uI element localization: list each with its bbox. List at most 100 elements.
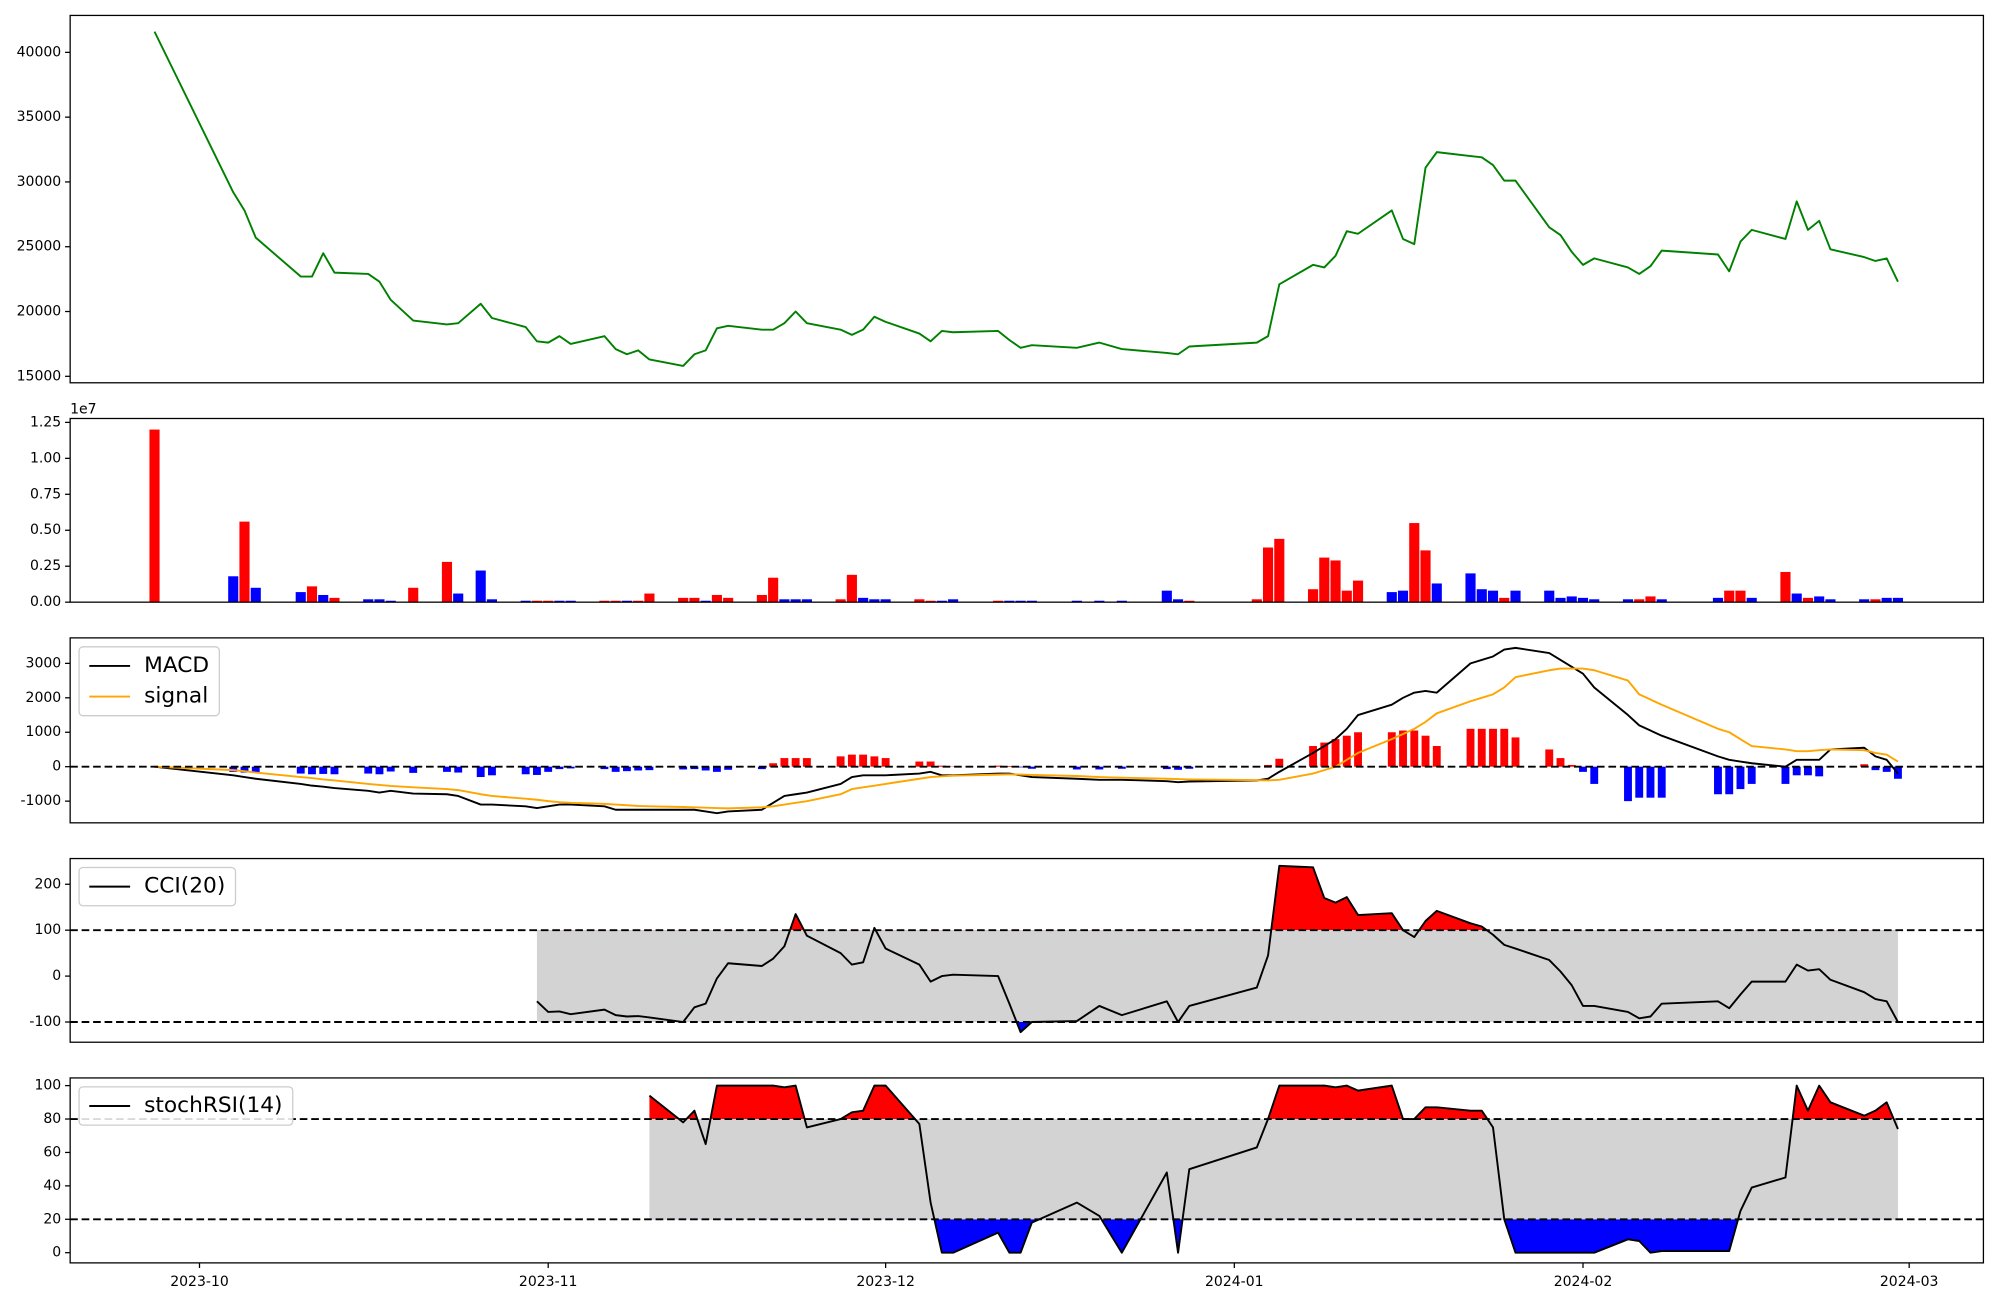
bar (1330, 560, 1341, 603)
histogram-bar (1804, 766, 1812, 776)
histogram-bar (409, 766, 418, 773)
panel: -1000 0 1000 2000 3000 MACD signal (20, 637, 1985, 824)
y-tick-label: 0.25 (30, 558, 61, 574)
histogram-bar (915, 761, 924, 767)
histogram-bar (454, 766, 463, 773)
bar (644, 593, 655, 603)
bar (1735, 590, 1746, 603)
bar (1814, 596, 1825, 603)
legend: CCI(20) (78, 866, 237, 907)
y-tick-label: 60 (43, 1144, 61, 1160)
panel: 15000 20000 25000 30000 35000 40000 (17, 14, 1985, 384)
bar (925, 600, 936, 603)
axes-frame (69, 417, 1985, 603)
legend-box (78, 646, 220, 717)
panel: -100 0 100 200 CCI(20) (29, 857, 1985, 1043)
bar (1622, 599, 1634, 603)
histogram-bar (769, 763, 778, 767)
histogram-bar (1162, 766, 1171, 770)
histogram-bar (555, 766, 564, 770)
histogram-bar (330, 766, 339, 775)
legend-box (78, 866, 237, 907)
histogram-bar (1466, 728, 1475, 767)
histogram-bar (870, 756, 879, 767)
histogram-bar (1342, 735, 1351, 767)
histogram-bar (1185, 766, 1194, 769)
bar (1656, 599, 1667, 603)
series-line (154, 667, 1899, 810)
bar (1262, 547, 1274, 603)
histogram-bar (1657, 766, 1666, 798)
histogram-bar (1500, 728, 1509, 767)
bar (565, 600, 576, 603)
bar (756, 594, 767, 603)
y-tick-label: 25000 (17, 239, 62, 255)
histogram-bar (645, 766, 654, 771)
bar (520, 600, 531, 603)
histogram-bar (251, 766, 260, 773)
histogram-bar (1421, 735, 1430, 767)
bar (1544, 590, 1555, 603)
histogram-bar (1399, 730, 1407, 767)
histogram-bar (1016, 766, 1025, 768)
bar (869, 599, 880, 603)
bar (1645, 596, 1656, 603)
histogram-bar (296, 766, 305, 774)
histogram-bar (488, 766, 496, 776)
bar (1577, 597, 1589, 603)
histogram-bar (1815, 766, 1824, 777)
legend: MACD signal (78, 646, 220, 717)
bar (1004, 600, 1015, 603)
histogram-bar (847, 754, 856, 767)
y-tick-label: 2000 (26, 690, 62, 706)
bar (1825, 599, 1836, 603)
histogram-bar (937, 765, 946, 767)
bar (1094, 600, 1105, 603)
band-fill (649, 1219, 1898, 1253)
histogram-bar (1320, 742, 1329, 767)
histogram-bar (1781, 766, 1790, 784)
y-tick-label: 100 (34, 922, 61, 938)
histogram-bar (1882, 766, 1891, 772)
panel: 0 20 40 60 80 100 2023-10 2023-11 2023-12 2024-01… (34, 1077, 1985, 1290)
bar (1476, 589, 1487, 603)
bar (723, 597, 734, 603)
y-tick-label: 40 (43, 1178, 61, 1194)
histogram-bar (1714, 766, 1722, 795)
bar (239, 521, 250, 603)
bar (768, 577, 779, 603)
y-tick-label: 40000 (17, 44, 62, 60)
y-tick-label: 0.75 (30, 486, 61, 502)
axes-frame (69, 1077, 1985, 1264)
x-tick-label: 2024-02 (1554, 1274, 1613, 1290)
axes-frame (69, 14, 1985, 384)
x-tick-label: 2023-11 (519, 1274, 578, 1290)
histogram-bar (1545, 749, 1554, 767)
bar (1071, 600, 1082, 603)
bar (1780, 571, 1791, 603)
legend-label: CCI(20) (144, 874, 225, 899)
bar (711, 594, 722, 603)
bar (1184, 600, 1195, 603)
histogram-bar (1556, 758, 1565, 767)
histogram-bar (544, 766, 553, 772)
series-line (536, 864, 1899, 1034)
bar (1409, 523, 1420, 603)
bar (1499, 597, 1510, 603)
histogram-bar (1095, 766, 1104, 770)
bar (408, 587, 419, 603)
bar (700, 600, 711, 603)
bar (329, 597, 340, 603)
bar (599, 600, 610, 603)
series-line (153, 31, 1899, 367)
histogram-bar (881, 758, 890, 767)
bar (295, 592, 306, 603)
histogram-bar (476, 766, 485, 778)
y-tick-label: -1000 (20, 793, 61, 809)
bar (914, 599, 925, 603)
histogram-bar (319, 766, 328, 774)
bar (1420, 550, 1431, 603)
bar (610, 600, 621, 603)
band (649, 1119, 1898, 1220)
